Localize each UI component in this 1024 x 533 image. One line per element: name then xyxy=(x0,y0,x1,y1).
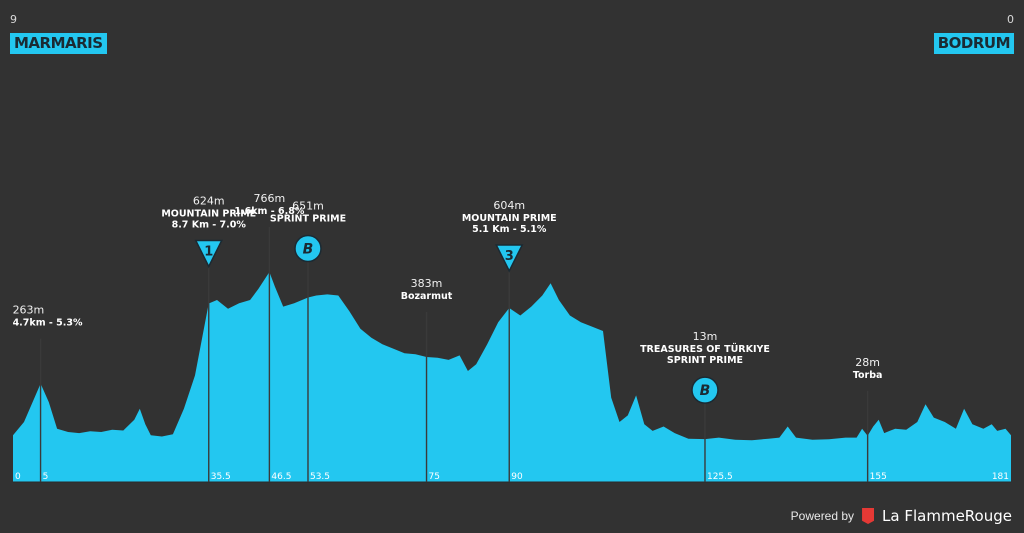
marker-label: 4.7km - 5.3% xyxy=(13,318,83,329)
footer-credit: Powered by La FlammeRouge xyxy=(791,507,1012,525)
marker-altitude: 28m xyxy=(855,356,880,369)
marker-altitude: 383m xyxy=(411,277,443,290)
start-city: MARMARIS xyxy=(10,33,107,54)
flamme-rouge-flag-icon xyxy=(862,508,875,524)
marker-label: TREASURES OF TÜRKIYE xyxy=(640,344,770,355)
marker-label: MOUNTAIN PRIME xyxy=(161,209,256,220)
powered-by-text: Powered by xyxy=(790,509,855,523)
mountain-prime-triangle-icon xyxy=(495,244,524,273)
sprint-prime-badge-icon xyxy=(294,234,322,263)
mountain-category-label: 3 xyxy=(505,249,514,264)
marker-altitude: 766m xyxy=(254,192,286,205)
sprint-badge-letter: B xyxy=(303,242,314,258)
marker-altitude: 13m xyxy=(693,330,718,343)
finish-number: 0 xyxy=(1007,13,1014,26)
sprint-prime-badge-icon xyxy=(691,376,719,404)
marker-label: 8.7 Km - 7.0% xyxy=(172,220,247,231)
km-tick-label: 35.5 xyxy=(211,472,231,482)
marker-altitude: 624m xyxy=(193,195,225,208)
marker-label: Bozarmut xyxy=(401,291,453,302)
profile-area xyxy=(13,272,1011,482)
km-tick-label: 181 xyxy=(992,472,1009,482)
mountain-prime-triangle-icon xyxy=(194,239,223,269)
km-tick-label: 90 xyxy=(511,472,523,482)
mountain-category-label: 1 xyxy=(204,245,213,260)
km-tick-label: 5 xyxy=(43,472,49,482)
marker-label: SPRINT PRIME xyxy=(270,214,346,225)
km-tick-label: 125.5 xyxy=(707,472,733,482)
start-number: 9 xyxy=(10,13,17,26)
marker-altitude: 263m xyxy=(13,304,45,317)
km-tick-label: 53.5 xyxy=(310,472,330,482)
km-tick-label: 75 xyxy=(429,472,440,482)
finish-city: BODRUM xyxy=(933,33,1014,54)
marker-altitude: 651m xyxy=(292,200,324,213)
marker-label: Torba xyxy=(853,370,883,381)
km-tick-label: 0 xyxy=(15,472,21,482)
marker-label: 5.1 Km - 5.1% xyxy=(472,224,547,235)
marker-label: MOUNTAIN PRIME xyxy=(462,213,557,224)
marker-label: 1.6km - 6.8% xyxy=(234,206,304,217)
km-tick-label: 155 xyxy=(870,472,887,482)
km-tick-label: 46.5 xyxy=(271,472,291,482)
marker-label: SPRINT PRIME xyxy=(667,355,743,366)
sprint-badge-letter: B xyxy=(700,383,711,399)
brand-name: La FlammeRouge xyxy=(882,507,1012,525)
marker-altitude: 604m xyxy=(493,199,525,212)
